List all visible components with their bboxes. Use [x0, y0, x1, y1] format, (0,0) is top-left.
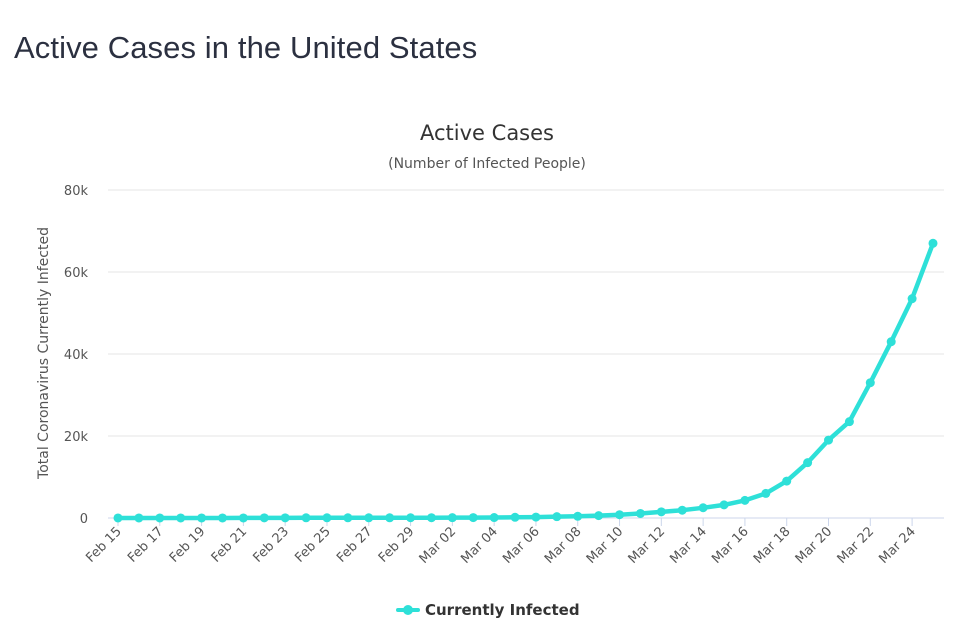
data-point[interactable] [301, 513, 311, 523]
x-tick-label: Mar 12 [626, 524, 669, 567]
y-axis-tick-labels: 0 20k 40k 60k 80k [64, 184, 89, 527]
data-point[interactable] [594, 511, 604, 521]
y-tick-label: 60k [64, 266, 89, 281]
x-tick-label: Feb 29 [376, 524, 418, 566]
chart-title: Active Cases [420, 121, 554, 145]
data-point[interactable] [531, 512, 541, 522]
y-axis-title: Total Coronavirus Currently Infected [36, 227, 52, 480]
legend-symbol-marker [403, 605, 413, 615]
data-point[interactable] [197, 513, 207, 523]
x-tick-label: Mar 08 [542, 524, 585, 567]
data-point[interactable] [928, 238, 938, 248]
x-tick-label: Mar 02 [417, 524, 460, 567]
data-point[interactable] [406, 513, 416, 523]
data-point[interactable] [635, 508, 645, 518]
legend-item-currently-infected[interactable]: Currently Infected [396, 601, 580, 619]
x-tick-label: Mar 22 [835, 524, 878, 567]
x-tick-label: Mar 24 [876, 524, 919, 567]
page-title: Active Cases in the United States [14, 30, 478, 65]
x-tick-label: Feb 21 [209, 524, 251, 566]
data-point[interactable] [677, 505, 687, 515]
x-tick-label: Feb 17 [125, 524, 167, 566]
x-tick-label: Mar 06 [500, 524, 543, 567]
legend-label: Currently Infected [425, 601, 580, 619]
data-point[interactable] [615, 510, 625, 520]
x-axis-ticks: Feb 15 Feb 17 Feb 19 Feb 21 Feb 23 Feb 25 Feb … [83, 518, 919, 567]
data-point[interactable] [907, 294, 917, 304]
x-tick-label: Feb 19 [167, 524, 209, 566]
y-tick-label: 0 [80, 512, 88, 527]
data-point[interactable] [761, 488, 771, 498]
x-tick-label: Feb 23 [250, 524, 292, 566]
x-tick-label: Feb 25 [292, 524, 334, 566]
data-point[interactable] [113, 513, 123, 523]
data-point[interactable] [698, 503, 708, 513]
data-point[interactable] [824, 435, 834, 445]
data-point[interactable] [364, 513, 374, 523]
data-point[interactable] [740, 495, 750, 505]
data-point[interactable] [782, 476, 792, 486]
data-point[interactable] [385, 513, 395, 523]
data-point[interactable] [886, 337, 896, 347]
data-point[interactable] [468, 513, 478, 523]
data-point[interactable] [259, 513, 269, 523]
data-point[interactable] [134, 513, 144, 523]
data-point[interactable] [656, 507, 666, 517]
data-point[interactable] [844, 417, 854, 427]
data-point[interactable] [573, 511, 583, 521]
y-tick-label: 80k [64, 184, 89, 199]
data-point[interactable] [803, 458, 813, 468]
data-point[interactable] [217, 513, 227, 523]
data-point[interactable] [489, 513, 499, 523]
data-point[interactable] [176, 513, 186, 523]
x-tick-label: Mar 04 [458, 524, 501, 567]
data-point[interactable] [552, 512, 562, 522]
x-tick-label: Mar 16 [709, 524, 752, 567]
x-tick-label: Feb 15 [83, 524, 125, 566]
gridlines [108, 189, 944, 437]
series-line [115, 241, 936, 521]
data-point[interactable] [447, 513, 457, 523]
y-tick-label: 20k [64, 430, 89, 445]
x-tick-label: Mar 18 [751, 524, 794, 567]
data-point[interactable] [343, 513, 353, 523]
data-point[interactable] [322, 513, 332, 523]
data-point[interactable] [426, 513, 436, 523]
data-point[interactable] [719, 500, 729, 510]
data-point[interactable] [155, 513, 165, 523]
x-tick-label: Mar 10 [584, 524, 627, 567]
data-point[interactable] [280, 513, 290, 523]
y-tick-label: 40k [64, 348, 89, 363]
x-tick-label: Mar 20 [793, 524, 836, 567]
data-point[interactable] [865, 378, 875, 388]
x-tick-label: Mar 14 [667, 524, 710, 567]
x-tick-label: Feb 27 [334, 524, 376, 566]
data-point[interactable] [238, 513, 248, 523]
data-point[interactable] [510, 512, 520, 522]
series-currently-infected [113, 238, 938, 523]
chart-subtitle: (Number of Infected People) [388, 156, 586, 172]
